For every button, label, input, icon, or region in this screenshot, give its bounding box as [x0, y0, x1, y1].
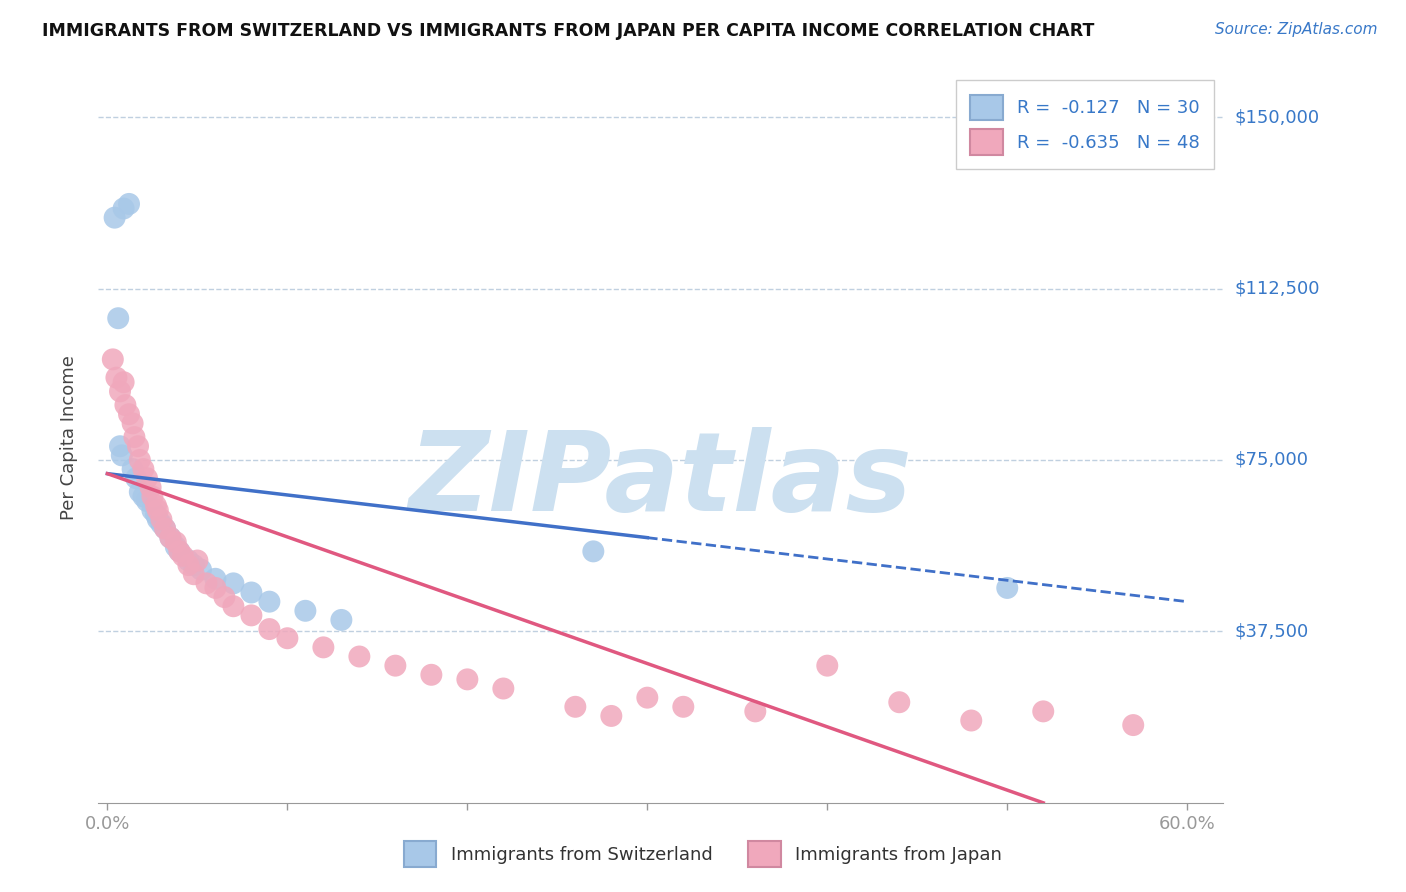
- Point: [995, 581, 1018, 595]
- Text: $150,000: $150,000: [1234, 108, 1319, 126]
- Point: [636, 690, 658, 705]
- Text: Source: ZipAtlas.com: Source: ZipAtlas.com: [1215, 22, 1378, 37]
- Point: [222, 599, 245, 614]
- Point: [259, 594, 281, 608]
- Point: [111, 448, 134, 462]
- Point: [600, 709, 623, 723]
- Point: [150, 516, 173, 531]
- Point: [744, 705, 766, 719]
- Point: [186, 553, 208, 567]
- Point: [146, 503, 169, 517]
- Point: [124, 430, 146, 444]
- Text: IMMIGRANTS FROM SWITZERLAND VS IMMIGRANTS FROM JAPAN PER CAPITA INCOME CORRELATI: IMMIGRANTS FROM SWITZERLAND VS IMMIGRANT…: [42, 22, 1094, 40]
- Point: [105, 370, 128, 384]
- Point: [204, 572, 226, 586]
- Y-axis label: Per Capita Income: Per Capita Income: [59, 355, 77, 519]
- Point: [112, 375, 135, 389]
- Point: [145, 499, 167, 513]
- Text: $37,500: $37,500: [1234, 623, 1309, 640]
- Point: [564, 699, 586, 714]
- Point: [104, 211, 127, 225]
- Point: [384, 658, 406, 673]
- Point: [672, 699, 695, 714]
- Point: [177, 553, 200, 567]
- Point: [582, 544, 605, 558]
- Point: [312, 640, 335, 655]
- Point: [145, 508, 167, 522]
- Point: [118, 407, 141, 421]
- Point: [214, 590, 236, 604]
- Point: [153, 521, 176, 535]
- Point: [146, 512, 169, 526]
- Point: [107, 311, 129, 326]
- Point: [101, 352, 124, 367]
- Point: [195, 576, 218, 591]
- Text: $75,000: $75,000: [1234, 451, 1309, 469]
- Point: [276, 632, 298, 646]
- Point: [132, 490, 155, 504]
- Text: ZIPatlas: ZIPatlas: [409, 427, 912, 534]
- Point: [141, 503, 163, 517]
- Text: $112,500: $112,500: [1234, 279, 1320, 298]
- Point: [330, 613, 353, 627]
- Legend: R =  -0.127   N = 30, R =  -0.635   N = 48: R = -0.127 N = 30, R = -0.635 N = 48: [956, 80, 1215, 169]
- Point: [240, 585, 263, 599]
- Point: [222, 576, 245, 591]
- Point: [139, 480, 162, 494]
- Point: [141, 490, 163, 504]
- Point: [420, 667, 443, 681]
- Point: [177, 558, 200, 573]
- Point: [125, 471, 148, 485]
- Point: [132, 462, 155, 476]
- Point: [492, 681, 515, 696]
- Legend: Immigrants from Switzerland, Immigrants from Japan: Immigrants from Switzerland, Immigrants …: [396, 834, 1010, 874]
- Point: [172, 549, 194, 563]
- Point: [1032, 705, 1054, 719]
- Point: [349, 649, 371, 664]
- Point: [889, 695, 911, 709]
- Point: [136, 494, 159, 508]
- Point: [1122, 718, 1144, 732]
- Point: [118, 197, 141, 211]
- Point: [108, 384, 131, 399]
- Point: [165, 535, 187, 549]
- Point: [190, 563, 212, 577]
- Point: [159, 531, 181, 545]
- Point: [240, 608, 263, 623]
- Point: [169, 544, 191, 558]
- Point: [294, 604, 316, 618]
- Point: [153, 521, 176, 535]
- Point: [127, 439, 149, 453]
- Point: [136, 471, 159, 485]
- Point: [128, 484, 150, 499]
- Point: [114, 398, 136, 412]
- Point: [456, 673, 478, 687]
- Point: [165, 540, 187, 554]
- Point: [121, 417, 143, 431]
- Point: [159, 531, 181, 545]
- Point: [259, 622, 281, 636]
- Point: [960, 714, 983, 728]
- Point: [204, 581, 226, 595]
- Point: [150, 512, 173, 526]
- Point: [183, 558, 205, 573]
- Point: [121, 462, 143, 476]
- Point: [112, 202, 135, 216]
- Point: [169, 544, 191, 558]
- Point: [108, 439, 131, 453]
- Point: [815, 658, 838, 673]
- Point: [183, 567, 205, 582]
- Point: [128, 453, 150, 467]
